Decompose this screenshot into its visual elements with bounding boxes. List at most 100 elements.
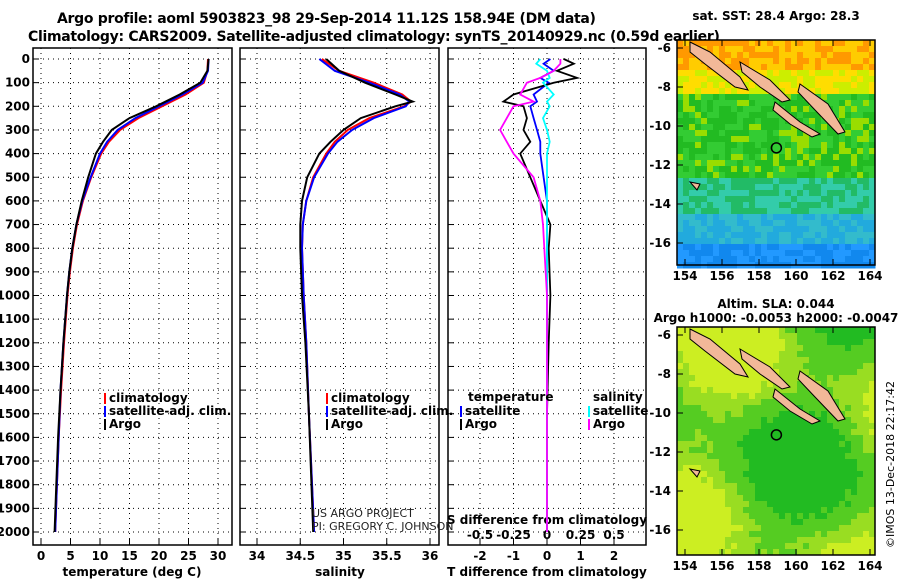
salinity-xtick-label: 35 [335, 549, 352, 563]
map-cell [773, 447, 780, 454]
map-cell [833, 441, 840, 448]
map-cell [755, 250, 762, 257]
map-cell [779, 256, 786, 263]
map-cell [719, 106, 726, 113]
map-cell [683, 351, 690, 358]
map-cell [725, 202, 732, 209]
map-cell [839, 513, 846, 520]
map-cell [719, 202, 726, 209]
map-cell [677, 345, 684, 352]
map-cell [797, 214, 804, 221]
map-cell [851, 70, 858, 77]
map-cell [845, 82, 852, 89]
map-cell [815, 357, 822, 364]
map-cell [749, 244, 756, 251]
map-cell [713, 160, 720, 167]
map-cell [809, 519, 816, 526]
map-cell [701, 202, 708, 209]
map-cell [815, 345, 822, 352]
map-cell [761, 58, 768, 65]
map-cell [725, 130, 732, 137]
map-cell [755, 477, 762, 484]
map-cell [779, 88, 786, 95]
sst_map-lon-label: 158 [746, 269, 771, 283]
map-cell [767, 513, 774, 520]
map-cell [845, 375, 852, 382]
map-cell [743, 363, 750, 370]
map-cell [737, 411, 744, 418]
temp-diff-legend-swatch [460, 406, 462, 417]
map-cell [773, 196, 780, 203]
map-cell [767, 148, 774, 155]
map-cell [785, 220, 792, 227]
map-cell [749, 405, 756, 412]
sst_map-lon-label: 160 [783, 269, 808, 283]
map-cell [767, 465, 774, 472]
map-cell [803, 82, 810, 89]
map-cell [791, 196, 798, 203]
map-cell [767, 483, 774, 490]
map-cell [761, 489, 768, 496]
map-cell [851, 226, 858, 233]
map-cell [695, 405, 702, 412]
map-cell [809, 190, 816, 197]
map-cell [791, 232, 798, 239]
map-cell [857, 100, 864, 107]
map-cell [791, 172, 798, 179]
map-cell [731, 196, 738, 203]
map-cell [767, 423, 774, 430]
map-cell [725, 519, 732, 526]
map-cell [743, 339, 750, 346]
map-cell [863, 363, 870, 370]
map-cell [779, 495, 786, 502]
map-cell [851, 256, 858, 263]
map-cell [821, 465, 828, 472]
map-cell [779, 405, 786, 412]
sst_map-lon-label: 154 [672, 269, 697, 283]
map-cell [809, 339, 816, 346]
map-cell [791, 363, 798, 370]
map-cell [863, 70, 870, 77]
map-cell [713, 196, 720, 203]
map-cell [803, 477, 810, 484]
map-cell [779, 82, 786, 89]
map-cell [713, 106, 720, 113]
map-cell [737, 429, 744, 436]
map-cell [815, 82, 822, 89]
map-cell [857, 447, 864, 454]
map-cell [713, 525, 720, 532]
map-cell [689, 417, 696, 424]
map-cell [695, 531, 702, 538]
map-cell [809, 256, 816, 263]
map-cell [743, 142, 750, 149]
map-cell [851, 64, 858, 71]
map-cell [695, 166, 702, 173]
map-cell [743, 166, 750, 173]
map-cell [683, 190, 690, 197]
map-cell [785, 184, 792, 191]
map-cell [695, 172, 702, 179]
map-cell [701, 226, 708, 233]
map-cell [767, 363, 774, 370]
map-cell [845, 184, 852, 191]
map-cell [833, 369, 840, 376]
map-cell [785, 52, 792, 59]
map-cell [815, 112, 822, 119]
map-cell [863, 178, 870, 185]
map-cell [707, 40, 714, 47]
map-cell [839, 232, 846, 239]
map-cell [725, 339, 732, 346]
map-cell [695, 393, 702, 400]
map-cell [857, 393, 864, 400]
map-cell [839, 333, 846, 340]
map-cell [737, 106, 744, 113]
map-cell [821, 519, 828, 526]
map-cell [785, 166, 792, 173]
map-cell [863, 136, 870, 143]
map-cell [815, 471, 822, 478]
map-cell [797, 507, 804, 514]
map-cell [683, 363, 690, 370]
map-cell [767, 154, 774, 161]
map-cell [785, 375, 792, 382]
map-cell [677, 549, 684, 556]
